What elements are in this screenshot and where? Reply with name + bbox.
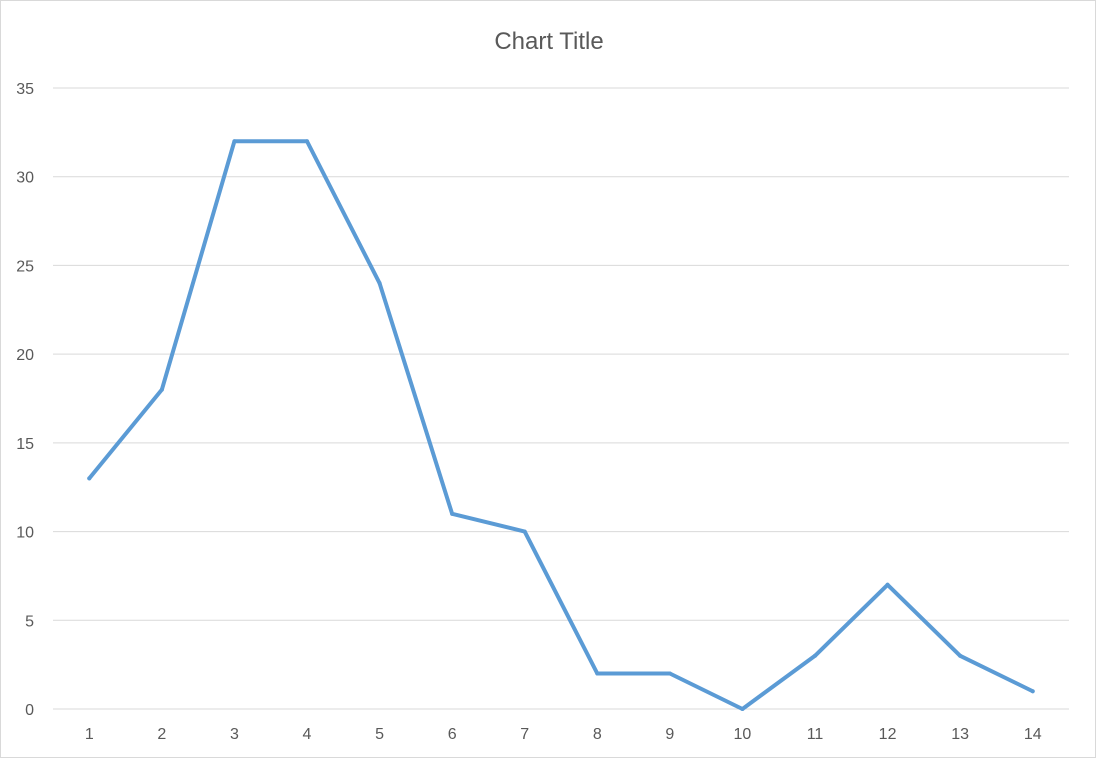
x-tick-label: 13 [951,726,969,743]
series-group [87,139,1035,711]
y-tick-label: 5 [25,613,34,630]
x-tick-label: 4 [303,726,312,743]
x-tick-label: 14 [1024,726,1042,743]
data-point [667,671,672,676]
x-tick-label: 9 [665,726,674,743]
x-tick-label: 11 [807,726,824,743]
data-point [740,707,745,711]
y-tick-label: 15 [16,436,34,453]
data-point [885,582,890,587]
chart-title: Chart Title [494,28,603,55]
y-tick-label: 25 [16,258,34,275]
y-tick-label: 20 [16,347,34,364]
series-line [87,139,1035,711]
data-point [595,671,600,676]
data-point [1030,689,1035,694]
data-point [522,529,527,534]
y-tick-label: 0 [25,702,34,719]
data-point [450,511,455,516]
x-tick-label: 2 [157,726,166,743]
data-point [232,139,237,144]
x-tick-label: 1 [85,726,94,743]
x-tick-label: 7 [520,726,529,743]
x-axis-tick-labels: 1 2 3 4 5 6 7 8 9 10 11 12 13 14 [85,726,1042,743]
x-tick-label: 6 [448,726,457,743]
data-point [813,653,817,658]
data-point [305,139,309,144]
y-tick-label: 30 [16,170,34,187]
x-tick-label: 10 [734,726,752,743]
y-axis-tick-labels: 0 5 10 15 20 25 30 35 [16,81,34,719]
data-point [159,387,164,392]
x-tick-label: 8 [593,726,602,743]
y-tick-label: 10 [16,525,34,542]
y-tick-label: 35 [16,81,34,98]
x-tick-label: 3 [230,726,239,743]
x-tick-label: 5 [375,726,384,743]
x-tick-label: 12 [879,726,897,743]
data-point [87,476,92,481]
data-point [377,281,382,286]
data-point [958,653,963,658]
